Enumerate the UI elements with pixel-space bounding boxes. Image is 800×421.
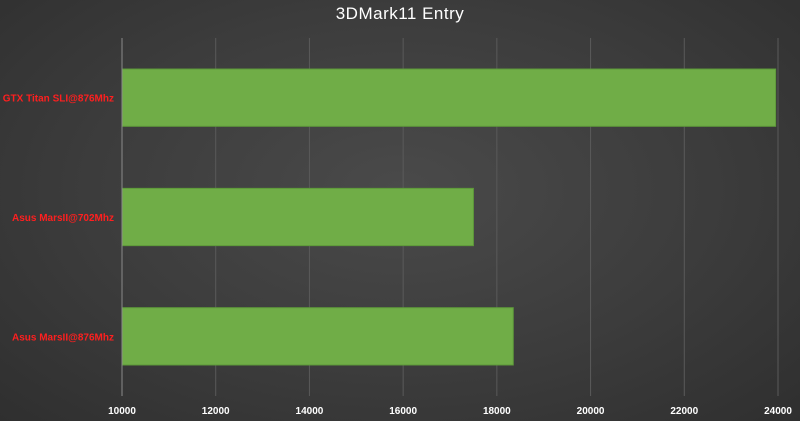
bars: [121, 68, 777, 366]
category-label: Asus MarsII@876Mhz: [12, 332, 114, 343]
x-tick-label: 20000: [577, 406, 605, 417]
x-tick-label: 18000: [483, 406, 511, 417]
category-label: Asus MarsII@702Mhz: [12, 213, 114, 224]
bar: [121, 68, 777, 127]
labels: 10000 12000 14000 16000 18000 20000 22000 24000…: [3, 94, 793, 417]
bar: [121, 187, 474, 247]
x-tick-label: 24000: [764, 406, 792, 417]
category-label: GTX Titan SLI@876Mhz: [3, 94, 114, 105]
x-tick-label: 12000: [202, 406, 230, 417]
x-tick-label: 22000: [670, 406, 698, 417]
x-tick-label: 14000: [296, 406, 324, 417]
chart-title: 3DMark11 Entry: [335, 4, 465, 23]
bar: [121, 307, 514, 366]
x-tick-label: 16000: [389, 406, 417, 417]
x-tick-label: 10000: [108, 406, 136, 417]
